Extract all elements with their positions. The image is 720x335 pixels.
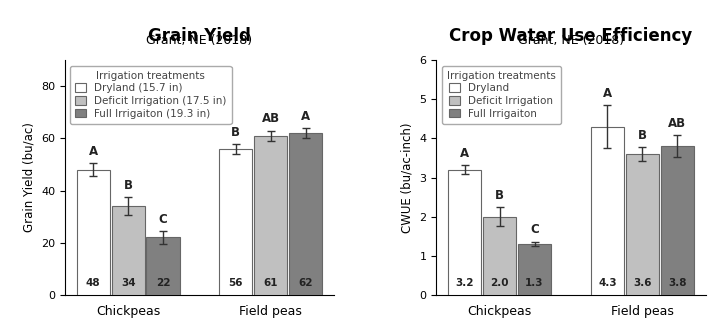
- Bar: [146, 238, 179, 295]
- Text: A: A: [301, 110, 310, 123]
- Bar: [289, 133, 322, 295]
- Text: B: B: [124, 179, 132, 192]
- Bar: [254, 136, 287, 295]
- Text: A: A: [603, 87, 612, 100]
- Bar: [449, 170, 482, 295]
- Text: A: A: [89, 145, 98, 158]
- Bar: [483, 217, 516, 295]
- Text: B: B: [638, 129, 647, 142]
- Text: 61: 61: [264, 278, 278, 288]
- Text: 48: 48: [86, 278, 101, 288]
- Text: 3.8: 3.8: [668, 278, 686, 288]
- Text: AB: AB: [668, 117, 686, 130]
- Text: C: C: [158, 213, 167, 226]
- Text: Grant, NE (2018): Grant, NE (2018): [518, 35, 624, 48]
- Legend: Dryland, Deficit Irrigation, Full Irrigaiton: Dryland, Deficit Irrigation, Full Irriga…: [441, 66, 561, 124]
- Text: 1.3: 1.3: [526, 278, 544, 288]
- Bar: [77, 170, 110, 295]
- Text: 22: 22: [156, 278, 170, 288]
- Text: 3.2: 3.2: [456, 278, 474, 288]
- Text: 56: 56: [228, 278, 243, 288]
- Text: B: B: [231, 126, 240, 138]
- Bar: [591, 127, 624, 295]
- Text: 34: 34: [121, 278, 135, 288]
- Text: A: A: [460, 147, 469, 160]
- Text: 3.6: 3.6: [633, 278, 652, 288]
- Text: 62: 62: [298, 278, 312, 288]
- Legend: Dryland (15.7 in), Deficit Irrigation (17.5 in), Full Irrigaiton (19.3 in): Dryland (15.7 in), Deficit Irrigation (1…: [70, 66, 232, 124]
- Bar: [518, 244, 551, 295]
- Y-axis label: CWUE (bu/ac-inch): CWUE (bu/ac-inch): [401, 122, 414, 233]
- Text: 4.3: 4.3: [598, 278, 617, 288]
- Text: AB: AB: [261, 113, 280, 126]
- Title: Grain Yield: Grain Yield: [148, 27, 251, 45]
- Text: 2.0: 2.0: [490, 278, 509, 288]
- Bar: [660, 146, 693, 295]
- Bar: [626, 154, 659, 295]
- Text: Grant, NE (2018): Grant, NE (2018): [146, 35, 253, 48]
- Text: C: C: [530, 223, 539, 237]
- Title: Crop Water Use Efficiency: Crop Water Use Efficiency: [449, 27, 693, 45]
- Bar: [220, 149, 253, 295]
- Text: B: B: [495, 189, 504, 202]
- Bar: [112, 206, 145, 295]
- Y-axis label: Grain Yield (bu/ac): Grain Yield (bu/ac): [22, 123, 35, 232]
